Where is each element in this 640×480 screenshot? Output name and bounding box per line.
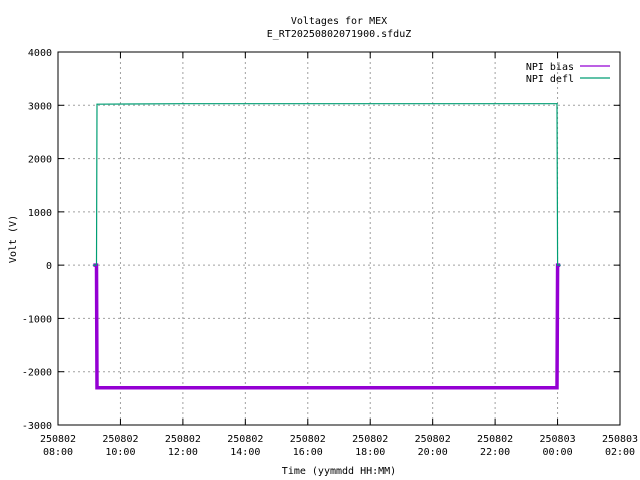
data-point [182, 103, 184, 105]
y-tick-label: -2000 [22, 368, 52, 379]
x-tick-time-label: 14:00 [230, 447, 260, 458]
y-tick-label: 4000 [28, 48, 52, 59]
data-point [182, 387, 184, 389]
series-line-2 [93, 103, 561, 266]
data-point [556, 103, 558, 105]
x-tick-date-label: 250802 [102, 434, 138, 445]
data-point [92, 264, 94, 266]
y-tick-label: 3000 [28, 101, 52, 112]
data-point [95, 264, 98, 266]
legend-label: NPI defl [526, 74, 574, 85]
y-tick-label: 2000 [28, 155, 52, 166]
x-tick-time-label: 12:00 [168, 447, 198, 458]
x-tick-time-label: 18:00 [355, 447, 385, 458]
data-point [307, 103, 309, 105]
grid [58, 52, 620, 425]
data-point [556, 387, 558, 389]
data-point [307, 387, 309, 389]
series-layer [92, 103, 561, 390]
x-tick-date-label: 250802 [415, 434, 451, 445]
data-point [96, 387, 98, 389]
x-tick-time-label: 20:00 [418, 447, 448, 458]
x-tick-date-label: 250802 [290, 434, 326, 445]
chart-subtitle: E_RT20250802071900.sfduZ [267, 29, 412, 40]
axis-ticks: 4000 3000 2000 1000 0 -1000 -2000 -3000 250802 08… [22, 48, 638, 458]
data-point [96, 103, 98, 105]
x-tick-time-label: 22:00 [480, 447, 510, 458]
x-tick-time-label: 16:00 [293, 447, 323, 458]
y-tick-label: -3000 [22, 421, 52, 432]
x-tick-date-label: 250802 [40, 434, 76, 445]
x-tick-time-label: 02:00 [605, 447, 635, 458]
x-tick-date-label: 250802 [227, 434, 263, 445]
y-axis-label: Volt (V) [8, 215, 19, 263]
x-axis-label: Time (yymmdd HH:MM) [282, 466, 396, 477]
x-tick-date-label: 250803 [602, 434, 638, 445]
data-point [432, 387, 434, 389]
plot-area-border [57, 51, 621, 426]
y-tick-label: -1000 [22, 314, 52, 325]
data-point [559, 264, 561, 266]
x-tick-date-label: 250802 [165, 434, 201, 445]
x-tick-time-label: 00:00 [543, 447, 573, 458]
chart-title: Voltages for MEX [291, 16, 387, 27]
x-tick-date-label: 250802 [477, 434, 513, 445]
x-tick-time-label: 10:00 [105, 447, 135, 458]
x-tick-time-label: 08:00 [43, 447, 73, 458]
x-tick-date-label: 250802 [352, 434, 388, 445]
data-point [556, 264, 559, 266]
series-line-1 [93, 263, 561, 390]
legend-label: NPI bias [526, 62, 574, 73]
x-tick-date-label: 250803 [539, 434, 575, 445]
data-point [432, 103, 434, 105]
y-tick-label: 0 [46, 261, 52, 272]
y-tick-label: 1000 [28, 208, 52, 219]
